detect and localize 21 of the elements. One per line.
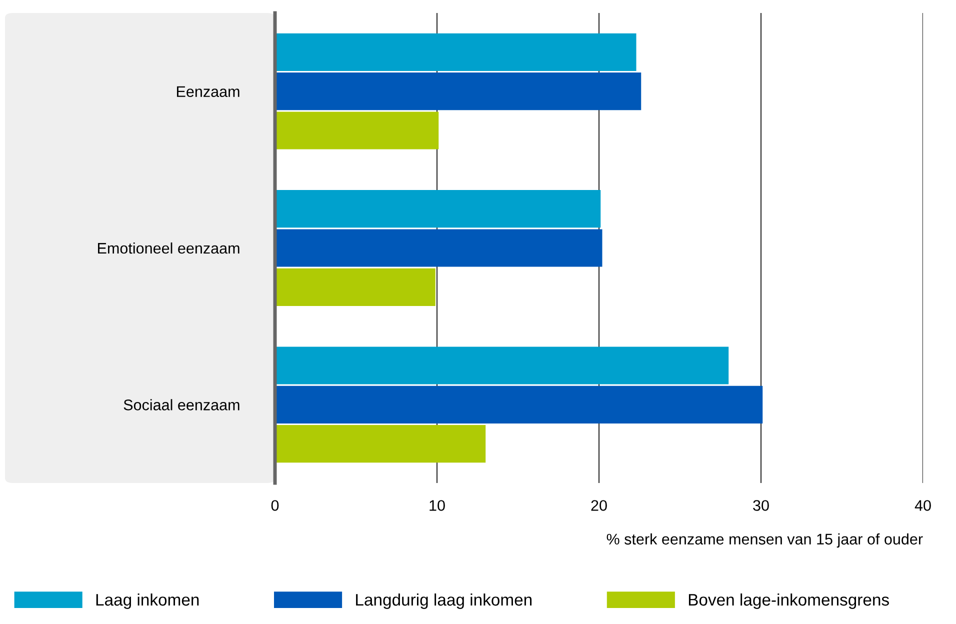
x-tick-label: 20 (591, 500, 607, 511)
y-tick-label: Eenzaam (176, 86, 240, 98)
legend-label: Boven lage-inkomensgrens (688, 593, 889, 609)
x-tick-label: 0 (271, 500, 279, 511)
bar (275, 190, 601, 228)
bar (275, 72, 642, 110)
bar (275, 229, 602, 267)
y-tick-label: Emotioneel eenzaam (98, 242, 240, 254)
bar (275, 346, 729, 384)
x-tick-label: 40 (914, 500, 931, 511)
legend-label: Langdurig laag inkomen (356, 593, 532, 609)
bar (275, 268, 436, 306)
legend-label: Laag inkomen (96, 593, 199, 609)
x-tick-label: 10 (430, 500, 445, 511)
x-axis-title: % sterk eenzame mensen van 15 jaar of ouder (606, 533, 923, 548)
bar (275, 425, 486, 463)
bar (275, 386, 763, 424)
bar (275, 112, 439, 150)
bar (275, 33, 636, 71)
y-tick-label: Sociaal eenzaam (124, 399, 240, 410)
x-tick-label: 30 (753, 500, 769, 511)
